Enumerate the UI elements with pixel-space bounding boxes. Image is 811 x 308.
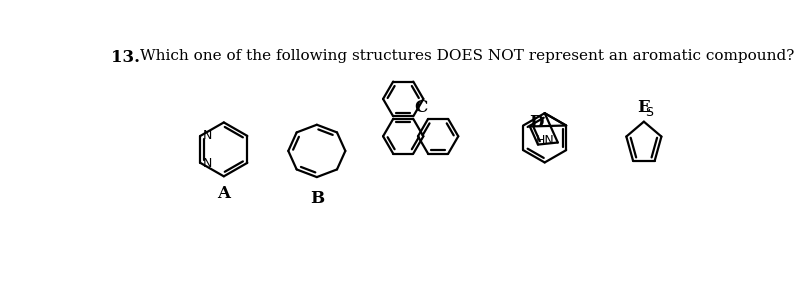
Text: D: D (530, 114, 544, 131)
Text: C: C (414, 99, 427, 116)
Text: 13.: 13. (111, 49, 140, 66)
Text: HN: HN (536, 135, 555, 148)
Text: S: S (646, 106, 654, 119)
Text: B: B (310, 190, 324, 207)
Text: Which one of the following structures DOES NOT represent an aromatic compound?: Which one of the following structures DO… (140, 49, 795, 63)
Text: A: A (217, 185, 230, 202)
Text: E: E (637, 99, 650, 116)
Text: N: N (203, 157, 212, 170)
Text: N: N (203, 129, 212, 142)
